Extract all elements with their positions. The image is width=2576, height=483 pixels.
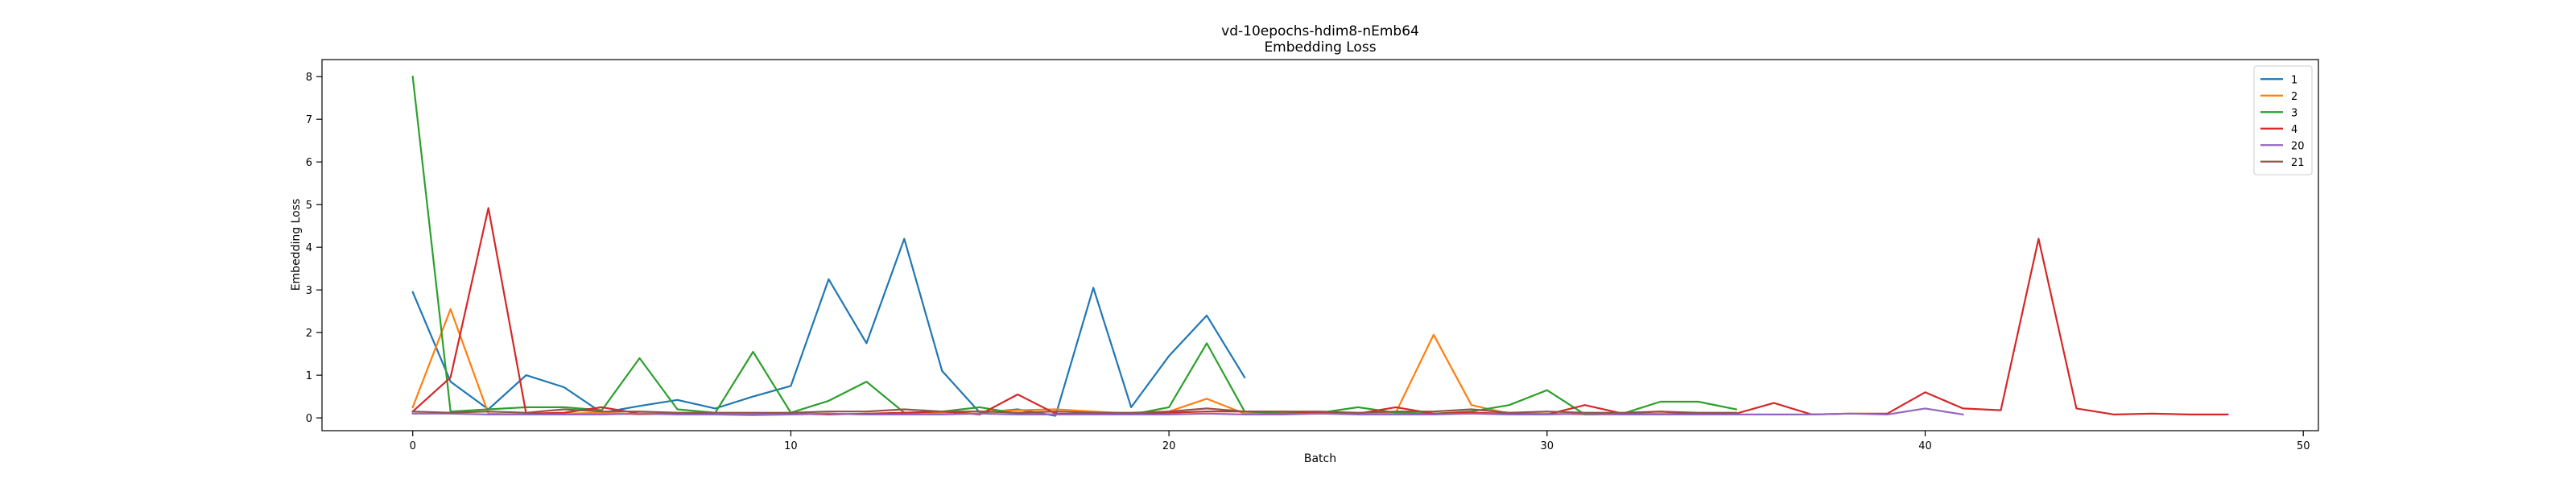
- legend-label-3: 3: [2291, 107, 2297, 119]
- y-tick-label: 6: [306, 157, 312, 169]
- x-tick-label: 30: [1541, 440, 1554, 452]
- y-tick-label: 7: [306, 114, 312, 126]
- series-line-1: [411, 237, 1246, 417]
- legend-label-2: 2: [2291, 91, 2297, 103]
- series-line-20: [411, 407, 1964, 416]
- y-tick-label: 2: [306, 328, 312, 340]
- series-line-2: [411, 308, 1737, 417]
- y-tick-label: 1: [306, 370, 312, 382]
- legend: 1 2 3 4 20 21: [2253, 65, 2313, 175]
- chart-subtitle: Embedding Loss: [1264, 39, 1376, 56]
- legend-box: [2253, 65, 2313, 175]
- legend-label-21: 21: [2291, 157, 2305, 169]
- x-tick-label: 40: [1918, 440, 1932, 452]
- x-axis-label: Batch: [1304, 452, 1336, 465]
- series-line-21: [411, 407, 1737, 414]
- x-tick-label: 10: [784, 440, 798, 452]
- x-tick-label: 20: [1162, 440, 1176, 452]
- plot-frame: [321, 59, 2319, 431]
- y-tick-label: 0: [306, 413, 312, 425]
- y-tick-label: 8: [306, 72, 312, 84]
- legend-label-4: 4: [2291, 124, 2297, 136]
- chart-title: vd-10epochs-hdim8-nEmb64: [1221, 23, 1419, 39]
- series-layer: [411, 75, 2229, 417]
- legend-label-1: 1: [2291, 74, 2297, 86]
- legend-label-20: 20: [2291, 140, 2305, 152]
- x-tick-label: 50: [2297, 440, 2310, 452]
- y-axis-label: Embedding Loss: [290, 199, 303, 291]
- series-line-4: [411, 207, 2229, 416]
- y-tick-label: 3: [306, 285, 312, 297]
- y-tick-label: 4: [306, 242, 312, 254]
- series-line-3: [411, 75, 1737, 416]
- x-tick-label: 0: [410, 440, 416, 452]
- y-tick-label: 5: [306, 200, 312, 212]
- ticks-layer: 0 10 20 30 40 50 0 1 2 3 4 5 6 7 8: [306, 72, 2310, 452]
